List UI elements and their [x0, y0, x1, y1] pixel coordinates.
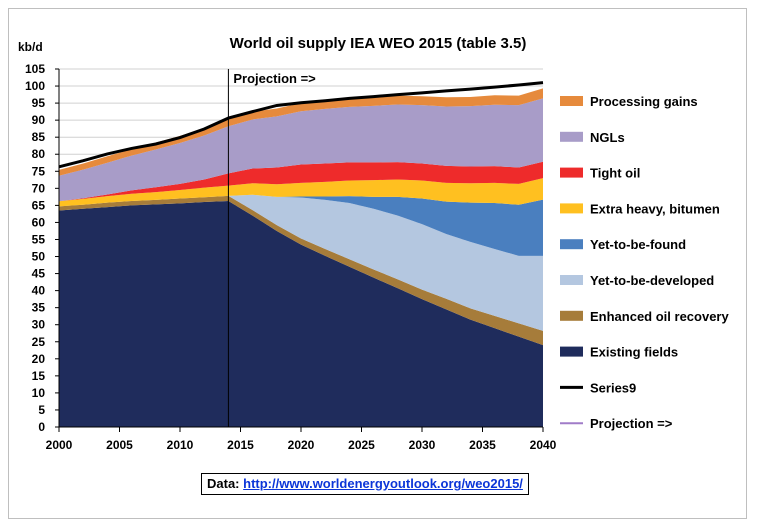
legend-label-yet-to-be-found: Yet-to-be-found — [590, 237, 686, 252]
legend-swatch-enhanced-oil-recovery — [560, 310, 583, 321]
y-tick-label: 15 — [32, 369, 46, 383]
y-tick-label: 105 — [25, 62, 45, 76]
area-existing-fields — [59, 200, 543, 427]
y-tick-label: 75 — [32, 164, 46, 178]
y-axis-unit-label: kb/d — [18, 40, 43, 54]
x-tick-label: 2020 — [288, 438, 315, 452]
legend-label-existing-fields: Existing fields — [590, 345, 678, 360]
y-tick-label: 70 — [32, 181, 46, 195]
total-supply-line — [58, 81, 544, 169]
legend-label-tight-oil: Tight oil — [590, 166, 640, 181]
x-tick-label: 2010 — [167, 438, 194, 452]
x-tick-label: 2035 — [469, 438, 496, 452]
y-tick-label: 80 — [32, 147, 46, 161]
y-tick-label: 65 — [32, 198, 46, 212]
x-tick-label: 2040 — [530, 438, 557, 452]
x-tick-label: 2005 — [106, 438, 133, 452]
legend-swatch-extra-heavy-bitumen — [560, 203, 583, 214]
x-tick-label: 2015 — [227, 438, 254, 452]
y-tick-label: 30 — [32, 318, 46, 332]
x-tick-label: 2025 — [348, 438, 375, 452]
y-tick-label: 10 — [32, 386, 46, 400]
projection-label: Projection => — [233, 71, 316, 86]
y-tick-label: 40 — [32, 284, 46, 298]
area-tight-oil — [59, 161, 543, 202]
y-tick-label: 35 — [32, 301, 46, 315]
legend-swatch-processing-gains — [560, 96, 583, 106]
source-box: Data: http://www.worldenergyoutlook.org/… — [201, 473, 529, 495]
stacked-areas — [59, 88, 543, 427]
legend-label-yet-to-be-developed: Yet-to-be-developed — [590, 273, 714, 288]
y-tick-label: 25 — [32, 335, 46, 349]
y-tick-label: 100 — [25, 79, 45, 93]
legend-swatch-yet-to-be-developed — [560, 275, 583, 285]
legend-label-projection-: Projection => — [590, 416, 673, 431]
x-tick-label: 2000 — [46, 438, 73, 452]
axes: 0510152025303540455055606570758085909510… — [25, 62, 557, 452]
legend-swatch-ngls — [560, 131, 583, 142]
y-tick-label: 5 — [38, 403, 45, 417]
y-tick-label: 60 — [32, 215, 46, 229]
y-tick-label: 0 — [38, 420, 45, 434]
y-tick-label: 45 — [32, 267, 46, 281]
source-label: Data: — [207, 476, 240, 491]
legend-label-enhanced-oil-recovery: Enhanced oil recovery — [590, 309, 729, 324]
area-yet-to-be-developed — [59, 194, 543, 331]
y-tick-label: 85 — [32, 130, 46, 144]
x-tick-label: 2030 — [409, 438, 436, 452]
y-tick-label: 90 — [32, 113, 46, 127]
y-tick-label: 20 — [32, 352, 46, 366]
total-line: Projection => — [58, 69, 544, 427]
legend-label-series9: Series9 — [590, 380, 636, 395]
legend-swatch-yet-to-be-found — [560, 239, 583, 250]
area-extra-heavy-bitumen — [59, 178, 543, 207]
area-yet-to-be-found — [59, 194, 543, 256]
y-tick-label: 95 — [32, 96, 46, 110]
legend: Processing gains NGLs Tight oil Extra heavy… — [560, 94, 729, 431]
source-link[interactable]: http://www.worldenergyoutlook.org/weo201… — [243, 476, 523, 491]
chart-title: World oil supply IEA WEO 2015 (table 3.5… — [230, 35, 527, 52]
legend-swatch-tight-oil — [560, 167, 583, 178]
area-processing-gains — [59, 88, 543, 176]
legend-label-extra-heavy-bitumen: Extra heavy, bitumen — [590, 201, 720, 216]
legend-label-ngls: NGLs — [590, 130, 625, 145]
legend-swatch-existing-fields — [560, 346, 583, 357]
legend-label-processing-gains: Processing gains — [590, 94, 698, 109]
y-tick-label: 55 — [32, 232, 46, 246]
area-ngls — [59, 98, 543, 202]
y-tick-label: 50 — [32, 250, 46, 264]
